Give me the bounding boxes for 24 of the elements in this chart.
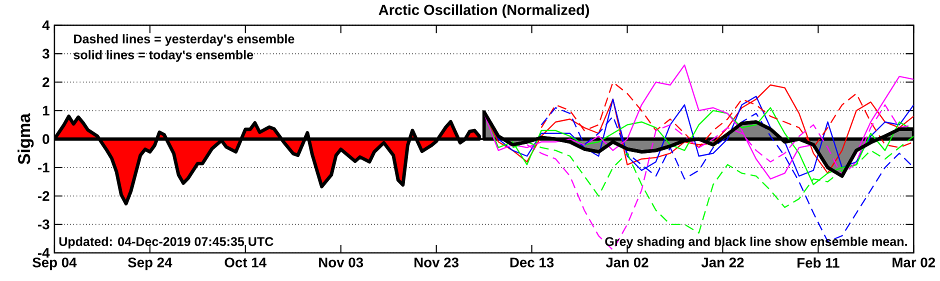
x-tick-label: Feb 11 xyxy=(798,258,840,268)
y-axis-title: Sigma xyxy=(18,113,34,164)
y-tick-label: -1 xyxy=(38,162,50,172)
annotation: Dashed lines = yesterday's ensemble xyxy=(74,34,294,46)
y-tick-label: 1 xyxy=(42,106,50,116)
x-tick-label: Mar 02 xyxy=(892,258,936,268)
y-tick-label: -4 xyxy=(38,248,50,258)
x-tick-label: Oct 14 xyxy=(224,258,266,268)
x-tick-label: Nov 03 xyxy=(319,258,364,268)
x-tick-label: Sep 04 xyxy=(32,258,77,270)
chart-title: Arctic Oscillation (Normalized) xyxy=(378,4,590,18)
x-tick-label: Dec 13 xyxy=(510,258,554,268)
x-tick-label: Sep 24 xyxy=(128,258,172,270)
y-tick-label: 0 xyxy=(42,134,50,144)
y-tick-label: -3 xyxy=(38,220,50,230)
x-tick-label: Jan 22 xyxy=(701,258,744,268)
annotation: Updated: 04-Dec-2019 07:45:35 UTC xyxy=(59,236,274,249)
y-tick-label: 2 xyxy=(42,78,50,88)
x-tick-label: Nov 23 xyxy=(414,258,459,268)
y-tick-label: -2 xyxy=(38,191,50,201)
y-tick-label: 4 xyxy=(42,20,50,30)
y-tick-label: 3 xyxy=(42,48,50,59)
annotation: solid lines = today's ensemble xyxy=(74,50,254,62)
x-tick-label: Jan 02 xyxy=(606,258,648,268)
